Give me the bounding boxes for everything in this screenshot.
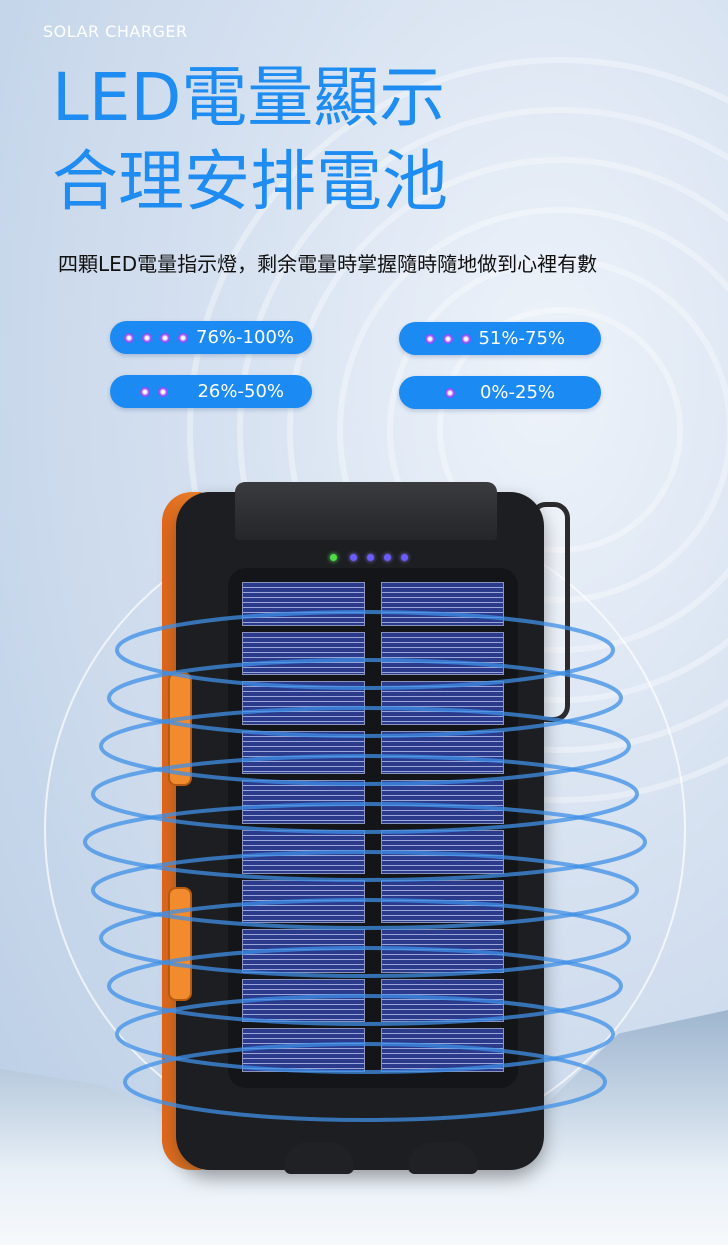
page-title: LED電量顯示 合理安排電池 [52, 56, 448, 224]
brand-label: SOLAR CHARGER [43, 22, 188, 41]
title-line-2: 合理安排電池 [52, 143, 448, 220]
level-pill-51-75: 51%-75% [399, 322, 601, 355]
solar-cell [242, 929, 365, 973]
led-dots-icon [124, 332, 188, 343]
level-pill-0-25: 0%-25% [399, 376, 601, 409]
level-label: 0%-25% [479, 382, 555, 403]
solar-cell [381, 829, 504, 874]
level-pill-76-100: 76%-100% [110, 321, 312, 354]
solar-cell [381, 879, 504, 924]
side-grip [168, 887, 192, 1001]
level-label: 26%-50% [197, 381, 284, 402]
solar-cell [242, 582, 365, 626]
blue-led-icon [367, 554, 374, 561]
green-led-icon [330, 554, 337, 561]
title-line-1: LED電量顯示 [52, 59, 446, 136]
solar-cell [381, 1028, 504, 1072]
led-dots-icon [425, 333, 471, 344]
foot [408, 1142, 478, 1174]
solar-cell [381, 681, 504, 725]
solar-cell [242, 681, 365, 725]
side-grip [168, 672, 192, 786]
solar-cell [381, 929, 504, 973]
solar-power-bank-image [162, 482, 570, 1174]
port-cover [235, 482, 497, 540]
solar-cell [381, 582, 504, 626]
solar-cell [242, 829, 365, 874]
solar-cell [242, 780, 365, 824]
solar-cell [381, 780, 504, 824]
level-label: 76%-100% [196, 327, 294, 348]
subtitle: 四顆LED電量指示燈，剩余電量時掌握隨時隨地做到心裡有數 [58, 252, 598, 276]
solar-cell [381, 730, 504, 775]
led-dots-icon [140, 386, 168, 397]
level-pill-26-50: 26%-50% [110, 375, 312, 408]
blue-led-icon [384, 554, 391, 561]
solar-panel [242, 582, 504, 1072]
level-label: 51%-75% [478, 328, 565, 349]
led-dots-icon [445, 387, 455, 398]
solar-cell [381, 978, 504, 1023]
solar-panel-frame [228, 568, 518, 1088]
blue-led-icon [350, 554, 357, 561]
solar-cell [242, 1028, 365, 1072]
blue-led-icon [401, 554, 408, 561]
solar-cell [242, 978, 365, 1023]
solar-cell [242, 879, 365, 924]
foot [284, 1142, 354, 1174]
solar-cell [242, 631, 365, 676]
solar-cell [381, 631, 504, 676]
solar-cell [242, 730, 365, 775]
